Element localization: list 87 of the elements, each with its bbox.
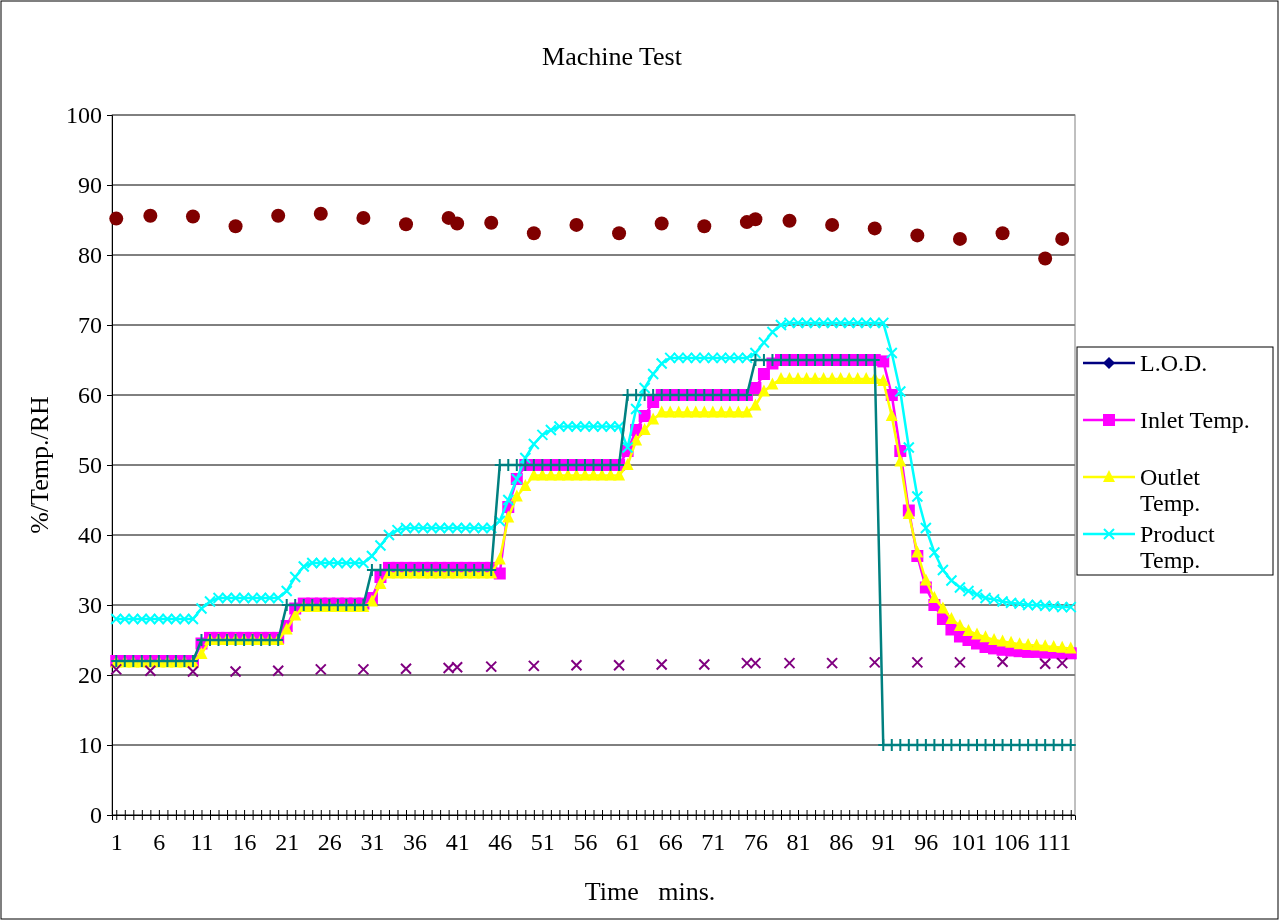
y-tick-label: 90 bbox=[78, 172, 102, 199]
x-axis-title: Time mins. bbox=[584, 877, 716, 906]
point bbox=[953, 656, 966, 669]
point bbox=[655, 658, 668, 671]
x-tick-label: 41 bbox=[445, 829, 470, 856]
y-tick-label: 20 bbox=[78, 662, 102, 689]
point bbox=[911, 656, 924, 669]
legend-label: Outlet Temp. bbox=[1140, 464, 1201, 516]
y-tick-label: 50 bbox=[78, 452, 102, 479]
x-tick-label: 21 bbox=[275, 829, 300, 856]
x-tick-label: 51 bbox=[530, 829, 555, 856]
point bbox=[356, 210, 371, 225]
point bbox=[910, 228, 925, 243]
point bbox=[783, 657, 796, 670]
y-tick-label: 80 bbox=[78, 242, 102, 269]
x-tick-label: 81 bbox=[786, 829, 811, 856]
y-tick-label: 10 bbox=[78, 732, 102, 759]
y-tick-label: 0 bbox=[90, 802, 102, 829]
x-tick-label: 1 bbox=[110, 829, 123, 856]
point bbox=[186, 665, 199, 678]
point bbox=[314, 663, 327, 676]
point bbox=[143, 208, 158, 223]
point bbox=[697, 219, 712, 234]
point bbox=[826, 657, 839, 670]
point bbox=[613, 659, 626, 672]
x-tick-label: 96 bbox=[914, 829, 939, 856]
point bbox=[271, 208, 286, 223]
point bbox=[526, 226, 541, 241]
point bbox=[996, 655, 1009, 668]
y-tick-label: 100 bbox=[66, 102, 102, 129]
legend-label: Product Temp. bbox=[1140, 521, 1215, 573]
point bbox=[527, 659, 540, 672]
point bbox=[1039, 657, 1052, 670]
point bbox=[357, 663, 370, 676]
y-tick-label: 30 bbox=[78, 592, 102, 619]
point bbox=[952, 231, 967, 246]
y-tick-label: 40 bbox=[78, 522, 102, 549]
point bbox=[484, 215, 499, 230]
y-tick-label: 70 bbox=[78, 312, 102, 339]
x-tick-label: 101 bbox=[950, 829, 987, 856]
point bbox=[1055, 231, 1070, 246]
x-tick-label: 56 bbox=[573, 829, 598, 856]
y-axis-title: %/Temp./RH bbox=[25, 396, 54, 534]
y-tick-label: 60 bbox=[78, 382, 102, 409]
x-tick-label: 6 bbox=[153, 829, 166, 856]
point bbox=[144, 664, 157, 677]
chart-title: Machine Test bbox=[542, 42, 683, 71]
point bbox=[654, 216, 669, 231]
point bbox=[228, 219, 243, 234]
point bbox=[110, 663, 123, 676]
point bbox=[272, 664, 285, 677]
point bbox=[570, 659, 583, 672]
point bbox=[185, 209, 200, 224]
point bbox=[1056, 657, 1069, 670]
point bbox=[868, 656, 881, 669]
x-tick-label: 61 bbox=[616, 829, 641, 856]
point bbox=[612, 226, 627, 241]
x-tick-label: 66 bbox=[658, 829, 683, 856]
point bbox=[825, 217, 840, 232]
point bbox=[867, 221, 882, 236]
legend-label: Inlet Temp. bbox=[1140, 407, 1250, 433]
x-tick-label: 86 bbox=[829, 829, 854, 856]
point bbox=[109, 211, 124, 226]
x-tick-label: 91 bbox=[871, 829, 896, 856]
x-tick-label: 106 bbox=[993, 829, 1030, 856]
point bbox=[782, 213, 797, 228]
x-tick-label: 11 bbox=[190, 829, 214, 856]
x-tick-label: 71 bbox=[701, 829, 726, 856]
x-tick-label: 46 bbox=[488, 829, 513, 856]
point bbox=[399, 217, 414, 232]
point bbox=[748, 212, 763, 227]
point bbox=[450, 216, 465, 231]
point bbox=[995, 226, 1010, 241]
point bbox=[485, 660, 498, 673]
point bbox=[1038, 251, 1053, 266]
x-tick-label: 111 bbox=[1037, 829, 1072, 856]
x-tick-label: 26 bbox=[317, 829, 342, 856]
point bbox=[313, 206, 328, 221]
point bbox=[569, 217, 584, 232]
point bbox=[400, 662, 413, 675]
point bbox=[698, 658, 711, 671]
x-tick-label: 76 bbox=[743, 829, 768, 856]
x-tick-label: 31 bbox=[360, 829, 385, 856]
x-tick-label: 16 bbox=[232, 829, 257, 856]
legend-label: L.O.D. bbox=[1140, 350, 1208, 376]
point bbox=[229, 665, 242, 678]
x-tick-label: 36 bbox=[403, 829, 428, 856]
